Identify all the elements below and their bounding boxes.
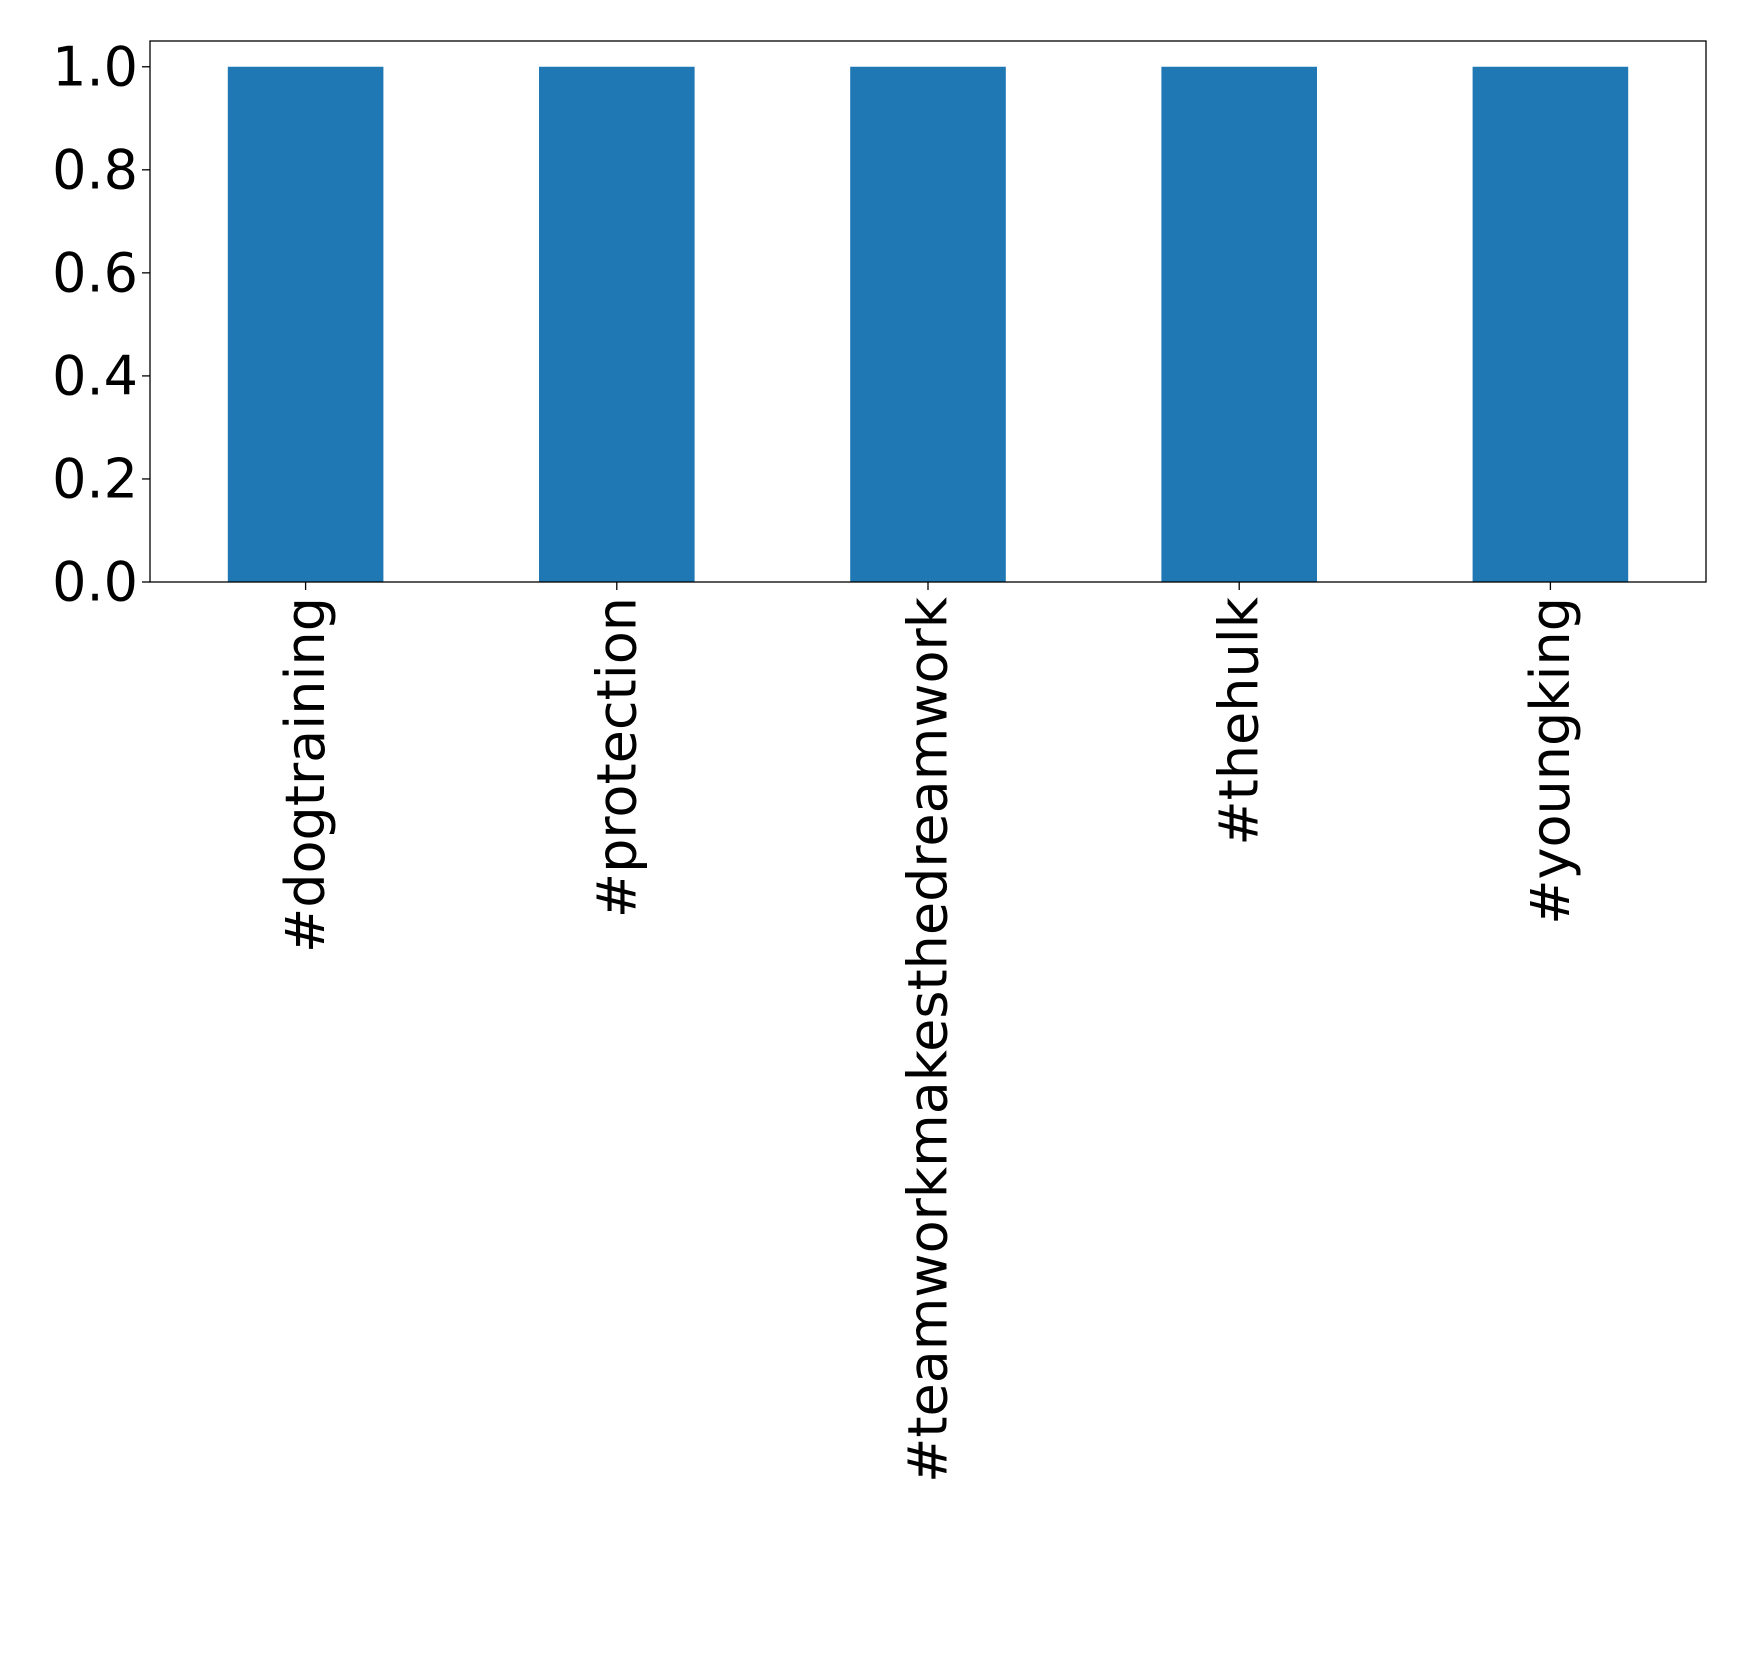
y-tick-label: 1.0 — [52, 35, 138, 98]
bar-teamworkmakesthedreamwork — [850, 66, 1006, 582]
x-tick-label: #protection — [585, 597, 648, 918]
x-axis: #dogtraining #protection #teamworkmakesthe… — [274, 582, 1582, 1483]
x-tick-label: #thehulk — [1208, 596, 1271, 845]
y-tick-label: 0.6 — [52, 241, 138, 304]
y-axis: 0.0 0.2 0.4 0.6 0.8 1.0 — [52, 35, 150, 614]
y-tick-label: 0.0 — [52, 551, 138, 614]
y-tick-label: 0.4 — [52, 344, 138, 407]
bars-group — [227, 66, 1629, 582]
y-tick-label: 0.2 — [52, 447, 138, 510]
x-tick-label: #teamworkmakesthedreamwork — [897, 596, 960, 1483]
x-tick-label: #youngking — [1519, 597, 1582, 925]
y-tick-label: 0.8 — [52, 138, 138, 201]
bar-protection — [539, 66, 695, 582]
plot-frame — [149, 40, 1707, 583]
x-tick-label: #dogtraining — [274, 597, 337, 953]
bar-dogtraining — [227, 66, 384, 582]
bar-thehulk — [1161, 66, 1317, 582]
bar-youngking — [1472, 66, 1629, 582]
